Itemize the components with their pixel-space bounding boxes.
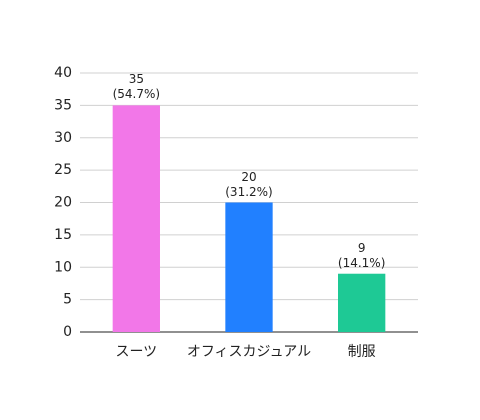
y-tick-label: 15 [54, 227, 72, 243]
bar [225, 202, 273, 332]
x-tick-label: 制服 [348, 344, 376, 360]
x-tick-label: スーツ [115, 344, 157, 360]
x-tick-label: オフィスカジュアル [187, 344, 311, 360]
y-tick-label: 20 [54, 195, 72, 211]
y-tick-label: 10 [54, 259, 72, 275]
value-label: 20 (31.2%) [225, 169, 273, 199]
value-label: 35 (54.7%) [112, 72, 161, 102]
bar [112, 105, 160, 332]
y-tick-label: 35 [54, 97, 72, 113]
value-label: 9 (14.1%) [337, 240, 386, 270]
y-tick-label: 30 [54, 130, 72, 146]
y-tick-label: 0 [63, 324, 72, 340]
y-tick-label: 40 [54, 65, 72, 81]
y-tick-label: 5 [63, 292, 72, 308]
y-tick-label: 25 [54, 162, 72, 178]
bar [338, 273, 386, 332]
